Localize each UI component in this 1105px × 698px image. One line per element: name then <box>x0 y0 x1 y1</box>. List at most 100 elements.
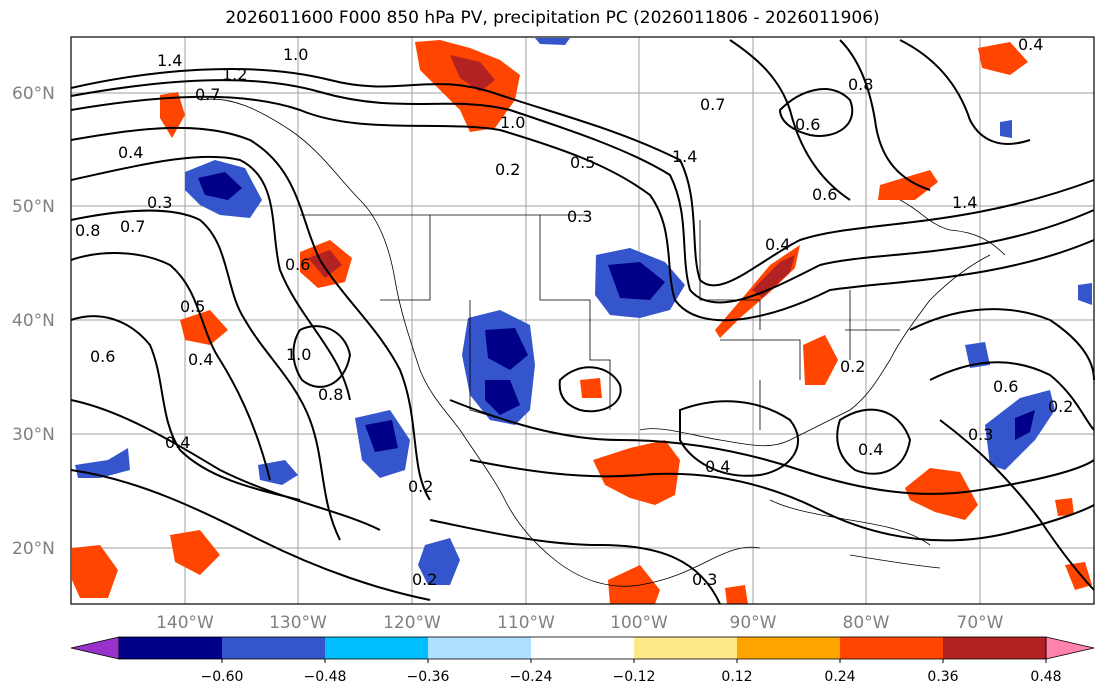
map-title: 2026011600 F000 850 hPa PV, precipitatio… <box>225 8 880 28</box>
colorbar-tick-label: 0.36 <box>927 669 958 685</box>
contour-label: 1.0 <box>286 345 311 364</box>
precip-positive-area <box>1065 562 1092 590</box>
colorbar-extend-low <box>70 636 120 660</box>
latitude-labels: 60°N 50°N 40°N 30°N 20°N <box>12 84 55 559</box>
contour-label: 0.3 <box>567 207 592 226</box>
contour-label: 0.2 <box>408 477 433 496</box>
pv-contours <box>70 39 1095 605</box>
contour-label: 0.2 <box>495 160 520 179</box>
precip-positive-core <box>308 250 342 278</box>
precip-negative-area <box>75 448 130 478</box>
contour-label: 0.4 <box>705 457 730 476</box>
lon-label: 120°W <box>383 613 441 633</box>
contour-label: 1.4 <box>672 147 697 166</box>
precip-negative-area <box>965 342 990 368</box>
lon-label: 110°W <box>497 613 555 633</box>
precip-positive-area <box>1055 498 1074 516</box>
contour-label: 0.4 <box>118 143 143 162</box>
contour-label: 0.2 <box>412 570 437 589</box>
colorbar-tick-label: 0.48 <box>1030 669 1061 685</box>
contour-label: 0.6 <box>993 377 1018 396</box>
precip-positive-area <box>72 545 118 598</box>
lat-label: 20°N <box>12 539 55 559</box>
colorbar: −0.60 −0.48 −0.36 −0.24 −0.12 0.12 0.24 0.36 0.4… <box>70 636 1095 685</box>
lat-label: 40°N <box>12 311 55 331</box>
precip-positive-area <box>160 92 185 138</box>
colorbar-tick-label: −0.24 <box>510 669 553 685</box>
colorbar-extend-high <box>1045 636 1095 660</box>
contour-label: 0.4 <box>188 350 213 369</box>
contour-label: 0.8 <box>848 75 873 94</box>
colorbar-tick-label: 0.24 <box>824 669 855 685</box>
colorbar-swatch <box>634 637 738 659</box>
lat-label: 50°N <box>12 197 55 217</box>
precip-positive-area <box>978 42 1028 75</box>
contour-label: 0.5 <box>570 153 595 172</box>
contour-label: 0.8 <box>318 385 343 404</box>
contour-label: 1.0 <box>500 113 525 132</box>
contour-label: 1.4 <box>952 193 977 212</box>
colorbar-tick-label: −0.36 <box>407 669 450 685</box>
colorbar-tick-label: 0.12 <box>721 669 752 685</box>
precip-negative-core <box>608 262 665 300</box>
lon-label: 100°W <box>610 613 668 633</box>
precip-positive-core <box>450 55 495 92</box>
contour-label: 0.6 <box>285 255 310 274</box>
precip-negative-area <box>1078 283 1092 305</box>
lon-label: 130°W <box>269 613 327 633</box>
colorbar-frame <box>118 636 1047 660</box>
precip-positive-area <box>725 585 748 604</box>
contour-label: 0.3 <box>147 193 172 212</box>
contour-label: 0.3 <box>692 570 717 589</box>
colorbar-swatch <box>222 637 326 659</box>
precip-positive-area <box>878 170 938 200</box>
precip-negative-area <box>418 538 460 585</box>
precip-negative-core <box>198 172 242 200</box>
contour-label: 0.6 <box>812 185 837 204</box>
colorbar-tick-label: −0.12 <box>613 669 656 685</box>
precip-positive-area <box>170 530 220 575</box>
contour-label: 0.5 <box>180 297 205 316</box>
colorbar-tick-label: −0.48 <box>304 669 347 685</box>
colorbar-swatch <box>943 637 1047 659</box>
colorbar-tick-label: −0.60 <box>201 669 244 685</box>
colorbar-swatch <box>840 637 944 659</box>
precip-negative-area <box>535 38 570 45</box>
lon-label: 80°W <box>843 613 890 633</box>
contour-label: 1.0 <box>283 45 308 64</box>
colorbar-swatch <box>428 637 532 659</box>
precip-negative-core <box>485 380 520 415</box>
contour-label: 0.7 <box>700 95 725 114</box>
precip-positive-area <box>608 565 660 604</box>
precip-negative-area <box>258 460 298 485</box>
lat-label: 60°N <box>12 84 55 104</box>
contour-labels: 1.4 1.2 1.0 0.7 0.4 0.3 0.8 0.7 0.6 0.5 … <box>75 35 1073 589</box>
precip-positive-core <box>752 255 795 298</box>
lon-label: 140°W <box>156 613 214 633</box>
coastlines <box>199 98 1006 587</box>
contour-label: 0.7 <box>120 217 145 236</box>
precip-negative-core <box>365 420 398 452</box>
contour-label: 0.4 <box>1018 35 1043 54</box>
contour-label: 0.2 <box>1048 397 1073 416</box>
lon-label: 90°W <box>730 613 777 633</box>
contour-label: 0.4 <box>165 433 190 452</box>
lon-label: 70°W <box>957 613 1004 633</box>
colorbar-swatch <box>737 637 841 659</box>
contour-label: 1.4 <box>157 51 182 70</box>
map-frame <box>70 36 1095 605</box>
precip-negative-core <box>485 328 528 370</box>
lat-label: 30°N <box>12 425 55 445</box>
precip-positive-area <box>593 440 680 505</box>
contour-label: 0.2 <box>840 357 865 376</box>
colorbar-swatch <box>119 637 223 659</box>
contour-label: 0.8 <box>75 221 100 240</box>
contour-label: 0.7 <box>195 85 220 104</box>
contour-label: 0.6 <box>90 347 115 366</box>
precip-positive-area <box>580 378 602 398</box>
colorbar-swatch <box>531 637 635 659</box>
precip-negative-area <box>1000 120 1012 138</box>
contour-label: 0.4 <box>765 235 790 254</box>
contour-label: 0.3 <box>968 425 993 444</box>
